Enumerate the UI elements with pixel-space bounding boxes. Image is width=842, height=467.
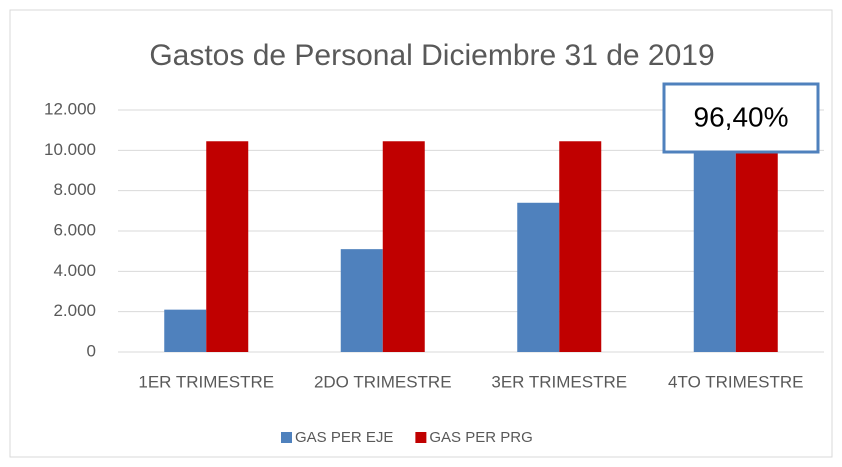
bar (693, 148, 736, 352)
y-tick-label: 10.000 (44, 140, 96, 159)
y-tick-label: 12.000 (44, 99, 96, 118)
x-tick-label: 1ER TRIMESTRE (138, 372, 274, 391)
bar (164, 309, 207, 352)
bar (382, 141, 425, 352)
chart-title: Gastos de Personal Diciembre 31 de 2019 (149, 39, 714, 72)
x-tick-label: 3ER TRIMESTRE (491, 372, 627, 391)
y-tick-label: 6.000 (53, 220, 96, 239)
x-tick-label: 2DO TRIMESTRE (314, 372, 452, 391)
x-tick-label: 4TO TRIMESTRE (668, 372, 803, 391)
annotation: 96,40% (694, 101, 789, 132)
bar (206, 141, 249, 352)
legend-swatch (281, 432, 292, 443)
bar (735, 141, 778, 352)
bar (340, 249, 383, 352)
annotation-box (662, 82, 820, 154)
legend-label: GAS PER EJE (295, 429, 393, 446)
legend-swatch (415, 432, 427, 443)
y-tick-label: 4.000 (53, 261, 96, 280)
bar (517, 202, 560, 352)
y-tick-label: 8.000 (53, 180, 96, 199)
legend-label: GAS PER PRG (429, 429, 532, 446)
y-tick-label: 2.000 (53, 301, 96, 320)
y-tick-label: 0 (87, 341, 96, 360)
bar (559, 141, 602, 352)
